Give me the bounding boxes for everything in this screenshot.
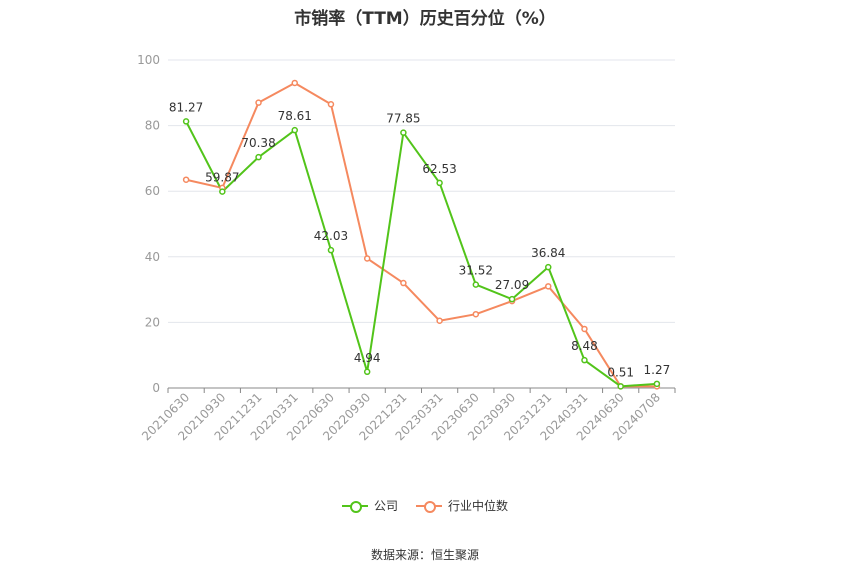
legend-label-company: 公司: [373, 499, 398, 513]
data-point-industry-median: [291, 79, 298, 87]
data-point-company: [508, 295, 516, 303]
data-label: 77.85: [386, 112, 420, 126]
data-label: 27.09: [495, 278, 529, 292]
data-point-industry-median: [472, 310, 480, 318]
data-label: 42.03: [314, 229, 348, 243]
data-label: 0.51: [607, 365, 634, 379]
data-point-industry-median: [255, 99, 262, 106]
data-point-company: [581, 356, 588, 364]
data-point-company: [400, 129, 407, 136]
data-point-industry-median: [581, 325, 588, 333]
data-point-industry-median: [363, 255, 371, 262]
data-label: 31.52: [459, 264, 493, 278]
data-point-industry-median: [400, 279, 407, 287]
y-tick-label: 40: [145, 250, 160, 264]
data-label: 8.48: [571, 339, 598, 353]
y-tick-label: 100: [137, 53, 160, 67]
data-point-company: [327, 246, 335, 254]
data-point-company: [291, 126, 298, 134]
data-point-company: [472, 281, 480, 288]
data-point-company: [545, 263, 552, 271]
data-label: 1.27: [644, 363, 671, 377]
data-label: 36.84: [531, 246, 565, 260]
data-label: 62.53: [422, 162, 456, 176]
series-line-company: [185, 120, 657, 388]
legend-label-industry-median: 行业中位数: [448, 499, 509, 513]
legend: 公司 行业中位数: [0, 497, 850, 514]
legend-item-industry-median[interactable]: 行业中位数: [416, 497, 508, 514]
data-point-company: [653, 380, 661, 388]
data-label: 70.38: [241, 136, 275, 150]
data-point-industry-median: [436, 317, 443, 325]
series-line-industry-median: [185, 81, 657, 388]
data-point-industry-median: [182, 176, 190, 183]
legend-item-company[interactable]: 公司: [341, 497, 398, 514]
data-point-industry-median: [327, 101, 335, 108]
data-label: 81.27: [169, 100, 203, 114]
data-point-company: [255, 153, 262, 161]
y-tick-label: 20: [145, 315, 160, 329]
data-point-company: [617, 383, 624, 390]
legend-marker-industry-median: [416, 500, 442, 513]
y-tick-label: 80: [145, 119, 160, 133]
source-note: 数据来源：恒生聚源: [370, 548, 479, 562]
y-tick-label: 0: [152, 381, 160, 395]
data-point-company: [182, 118, 190, 125]
y-tick-label: 60: [145, 184, 160, 198]
data-label: 78.61: [278, 109, 312, 123]
data-label: 59.87: [205, 171, 239, 185]
data-label: 4.94: [354, 351, 381, 365]
data-point-company: [363, 368, 371, 376]
data-point-industry-median: [545, 283, 552, 290]
data-point-company: [436, 179, 443, 187]
data-point-company: [219, 188, 226, 195]
legend-marker-company: [341, 500, 368, 513]
chart-title: 市销率（TTM）历史百分位（%）: [294, 9, 556, 29]
